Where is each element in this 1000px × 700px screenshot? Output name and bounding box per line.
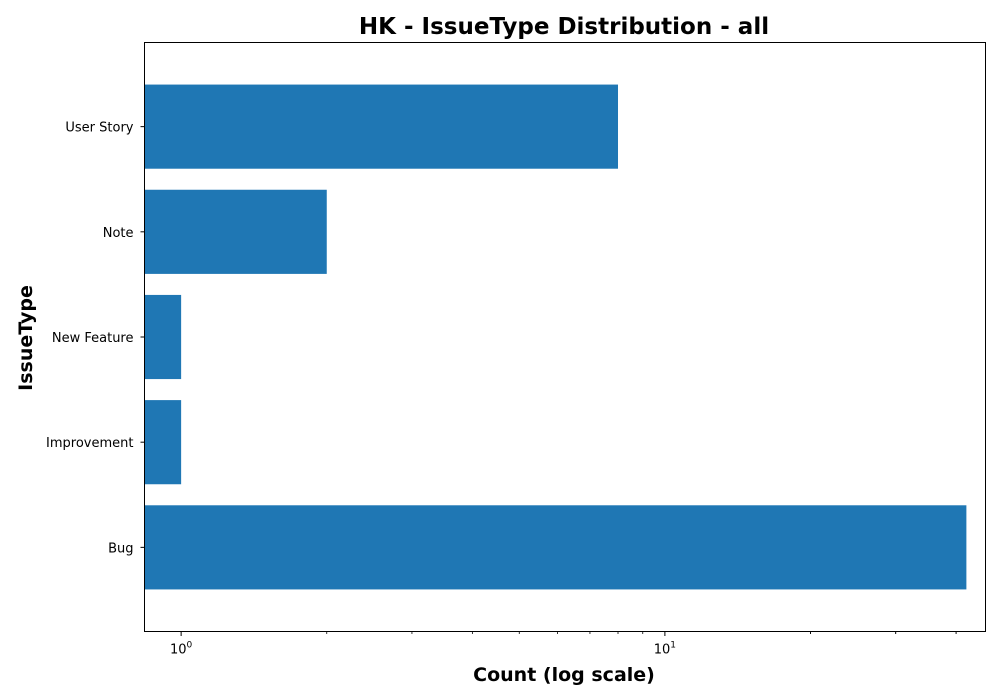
bar-user-story	[144, 84, 619, 169]
y-axis: Bug Improvement New Feature Note User Story	[46, 121, 145, 556]
bar-bug	[144, 505, 967, 590]
x-axis: 100 101	[170, 631, 957, 658]
bar-improvement	[144, 400, 182, 485]
y-tick-label-new-feature: New Feature	[52, 331, 134, 346]
bars-group	[144, 84, 967, 590]
y-tick-label-user-story: User Story	[65, 121, 133, 136]
y-tick-label-improvement: Improvement	[46, 436, 133, 451]
chart-title: HK - IssueType Distribution - all	[359, 14, 769, 40]
bar-note	[144, 189, 327, 274]
y-tick-label-bug: Bug	[108, 541, 133, 556]
y-tick-label-note: Note	[103, 226, 134, 241]
y-axis-label: IssueType	[15, 285, 37, 391]
x-tick-label: 100	[170, 641, 193, 658]
x-tick-label: 101	[654, 641, 676, 658]
bar-new-feature	[144, 294, 182, 380]
x-axis-label: Count (log scale)	[473, 664, 655, 686]
